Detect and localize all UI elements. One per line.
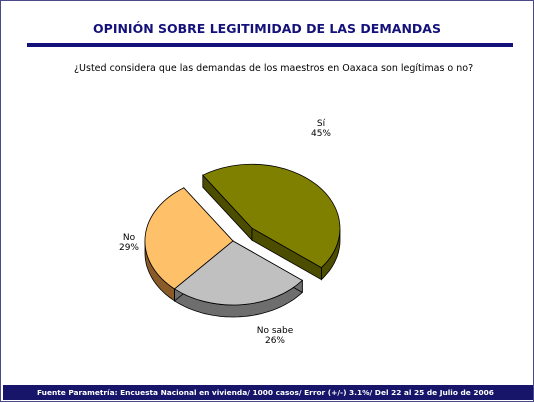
title-divider <box>27 43 513 47</box>
slice-value-label: 26% <box>265 336 285 346</box>
slice-label: No <box>123 233 136 243</box>
slice-label: Sí <box>317 119 326 129</box>
pie-slice-sí-0 <box>202 163 341 281</box>
pie-slice-top <box>173 240 303 306</box>
survey-question: ¿Usted considera que las demandas de los… <box>74 63 474 74</box>
slice-value-label: 29% <box>119 243 139 253</box>
pie-slice-no-sabe-1 <box>173 240 303 318</box>
chart-title: OPINIÓN SOBRE LEGITIMIDAD DE LAS DEMANDA… <box>93 21 441 36</box>
pie-slice-top <box>202 163 341 269</box>
slice-value-label: 45% <box>311 129 331 139</box>
pie-slice-top <box>144 187 234 290</box>
source-footer: Fuente Parametría: Encuesta Nacional en … <box>3 385 533 400</box>
slice-label: No sabe <box>257 326 294 336</box>
